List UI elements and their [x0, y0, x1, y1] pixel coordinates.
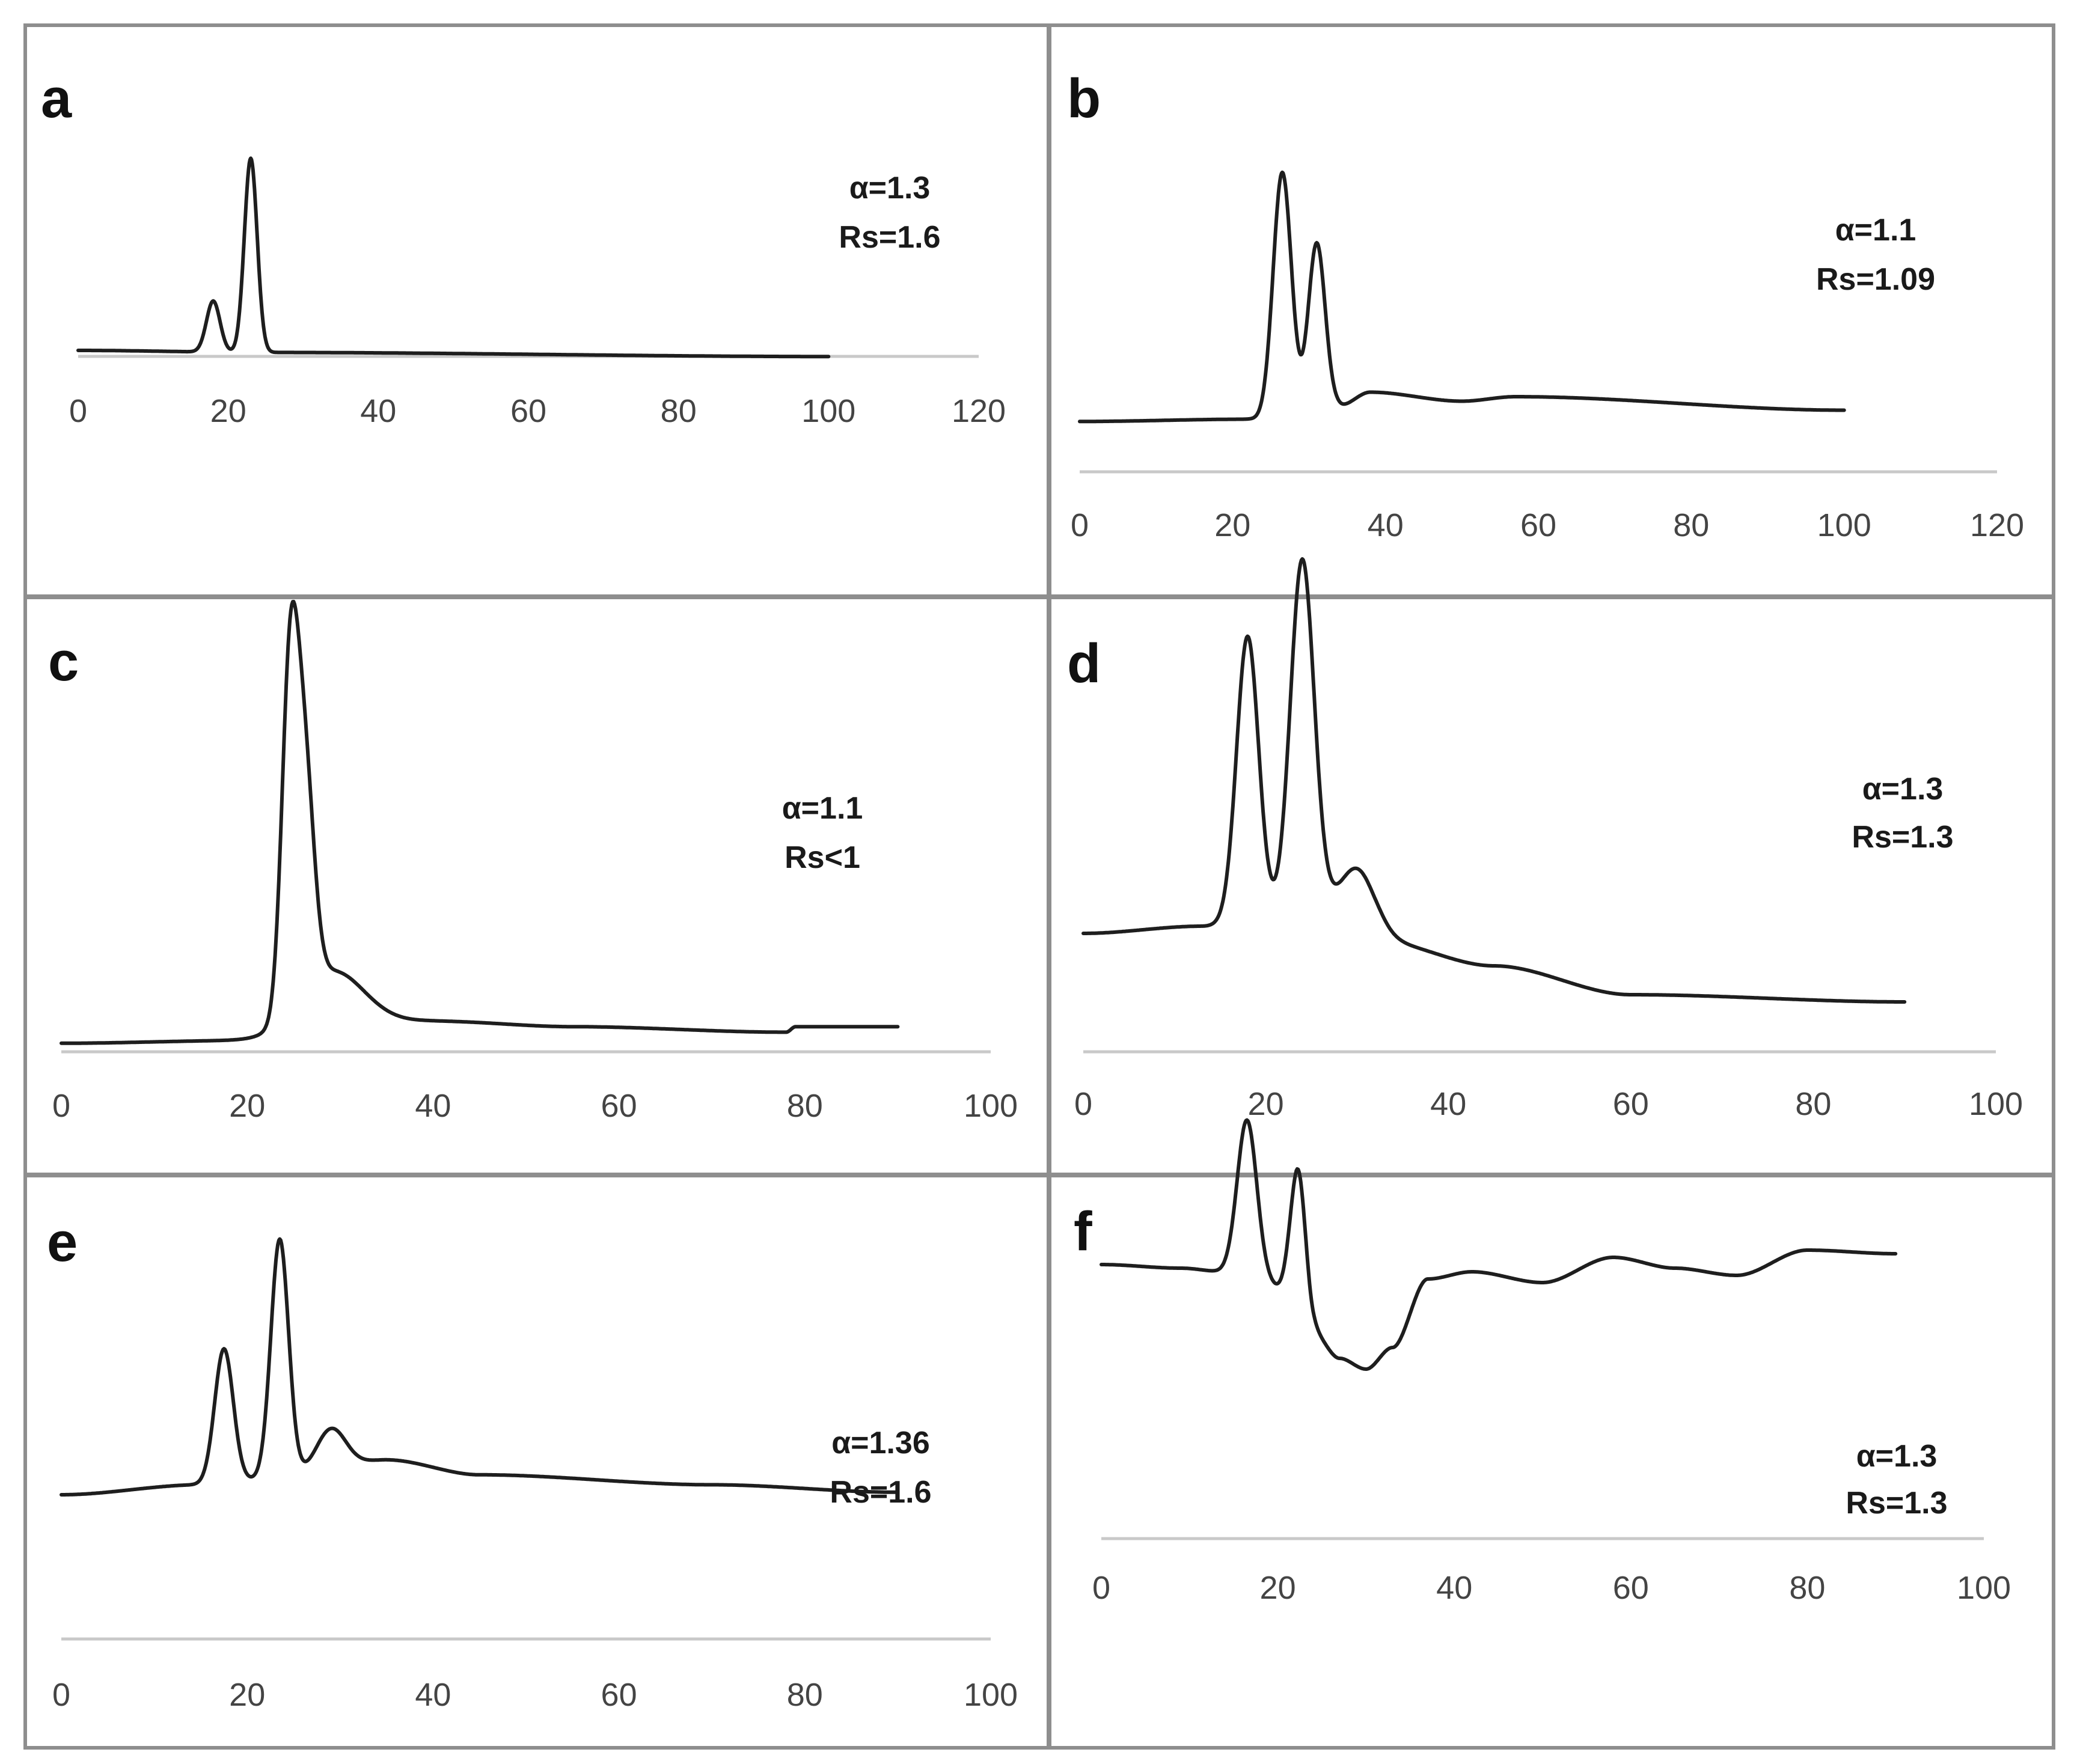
panel-d-rs: Rs=1.3 — [1852, 820, 1953, 855]
panel-b-ticks: 0 20 40 60 80 100 120 — [1071, 507, 2024, 543]
panel-a-x-tick-label: 0 — [69, 393, 87, 429]
panel-e-rs: Rs=1.6 — [830, 1475, 931, 1510]
panel-a: a α=1.3 Rs=1.6 0 20 40 60 80 100 120 — [23, 23, 1050, 598]
panel-a-ticks: 0 20 40 60 80 100 120 — [69, 393, 1006, 429]
panel-c-x-tick-label: 20 — [229, 1088, 265, 1124]
panel-f-x-tick-label: 40 — [1436, 1570, 1472, 1606]
panel-a-trace — [76, 156, 831, 359]
panel-a-frame — [23, 23, 1050, 598]
panel-a-alpha: α=1.3 — [849, 171, 931, 206]
panel-c-trace — [60, 600, 900, 1045]
panel-e: e α=1.36 Rs=1.6 0 20 40 60 80 100 — [23, 1174, 1050, 1750]
panel-b: b α=1.1 Rs=1.09 0 20 40 60 80 100 120 — [1048, 23, 2055, 598]
panel-b-x-tick-label: 80 — [1673, 507, 1709, 543]
panel-c-x-tick-label: 60 — [601, 1088, 637, 1124]
panel-e-x-tick-label: 0 — [52, 1677, 70, 1713]
panel-c-x-tick-label: 40 — [415, 1088, 451, 1124]
panel-b-x-tick-label: 40 — [1368, 507, 1404, 543]
panel-a-x-tick-label: 40 — [360, 393, 396, 429]
panel-c: c α=1.1 Rs<1 0 20 40 60 80 100 — [23, 596, 1050, 1176]
panel-e-x-tick-label: 40 — [415, 1677, 451, 1713]
panel-c-frame — [23, 596, 1050, 1176]
panel-e-x-tick-label: 80 — [787, 1677, 823, 1713]
panel-c-letter: c — [48, 631, 79, 692]
panel-b-rs: Rs=1.09 — [1816, 262, 1935, 297]
panel-e-alpha: α=1.36 — [831, 1426, 930, 1460]
panel-a-x-tick-label: 120 — [952, 393, 1006, 429]
panel-b-letter: b — [1067, 68, 1101, 129]
panel-f-x-tick-label: 60 — [1613, 1570, 1649, 1606]
panel-d-letter: d — [1067, 633, 1101, 694]
panel-f-trace — [1100, 1118, 1898, 1371]
panel-f-alpha: α=1.3 — [1856, 1439, 1938, 1474]
panel-e-frame — [23, 1174, 1050, 1750]
panel-d-x-tick-label: 80 — [1795, 1086, 1831, 1122]
panel-d-alpha: α=1.3 — [1862, 772, 1944, 807]
panel-b-x-tick-label: 0 — [1071, 507, 1089, 543]
panel-d-x-tick-label: 40 — [1430, 1086, 1466, 1122]
panel-f-rs: Rs=1.3 — [1846, 1486, 1947, 1521]
panel-e-letter: e — [47, 1212, 78, 1273]
panel-e-x-tick-label: 20 — [229, 1677, 265, 1713]
panel-b-x-tick-label: 100 — [1817, 507, 1871, 543]
panel-a-x-tick-label: 60 — [510, 393, 546, 429]
panel-f-ticks: 0 20 40 60 80 100 — [1092, 1570, 2011, 1606]
panel-b-x-tick-label: 120 — [1970, 507, 2024, 543]
panel-a-x-tick-label: 20 — [210, 393, 246, 429]
panel-f-x-tick-label: 20 — [1260, 1570, 1296, 1606]
panel-c-x-tick-label: 0 — [52, 1088, 70, 1124]
panel-b-x-tick-label: 20 — [1214, 507, 1250, 543]
panel-a-x-tick-label: 80 — [661, 393, 697, 429]
panel-a-x-tick-label: 100 — [801, 393, 855, 429]
panel-d-x-tick-label: 60 — [1613, 1086, 1649, 1122]
panel-e-x-tick-label: 100 — [964, 1677, 1018, 1713]
panel-f-letter: f — [1074, 1201, 1092, 1262]
panel-d-ticks: 0 20 40 60 80 100 — [1074, 1086, 2023, 1122]
panel-d-x-tick-label: 0 — [1074, 1086, 1092, 1122]
panel-c-x-tick-label: 100 — [964, 1088, 1018, 1124]
panel-d-x-tick-label: 100 — [1969, 1086, 2023, 1122]
panel-f-x-tick-label: 0 — [1092, 1570, 1110, 1606]
panel-e-ticks: 0 20 40 60 80 100 — [52, 1677, 1018, 1713]
panel-a-letter: a — [41, 68, 72, 129]
panel-c-x-tick-label: 80 — [787, 1088, 823, 1124]
panel-b-x-tick-label: 60 — [1520, 507, 1556, 543]
panel-e-x-tick-label: 60 — [601, 1677, 637, 1713]
panel-a-rs: Rs=1.6 — [839, 220, 940, 255]
panel-f: f α=1.3 Rs=1.3 0 20 40 60 80 100 — [1048, 1118, 2055, 1750]
panel-b-frame — [1048, 23, 2055, 598]
panel-c-ticks: 0 20 40 60 80 100 — [52, 1088, 1018, 1124]
panel-f-x-tick-label: 80 — [1789, 1570, 1825, 1606]
panel-c-rs: Rs<1 — [785, 840, 860, 875]
panel-b-alpha: α=1.1 — [1835, 213, 1916, 248]
panel-e-trace — [60, 1237, 900, 1497]
panel-b-trace — [1078, 170, 1846, 424]
panel-d-frame — [1048, 596, 2055, 1176]
panel-f-x-tick-label: 100 — [1957, 1570, 2011, 1606]
panel-d-x-tick-label: 20 — [1248, 1086, 1284, 1122]
panel-c-alpha: α=1.1 — [782, 791, 863, 826]
panel-d-trace — [1081, 557, 1907, 1004]
panel-d: d α=1.3 Rs=1.3 0 20 40 60 80 100 — [1048, 557, 2055, 1176]
